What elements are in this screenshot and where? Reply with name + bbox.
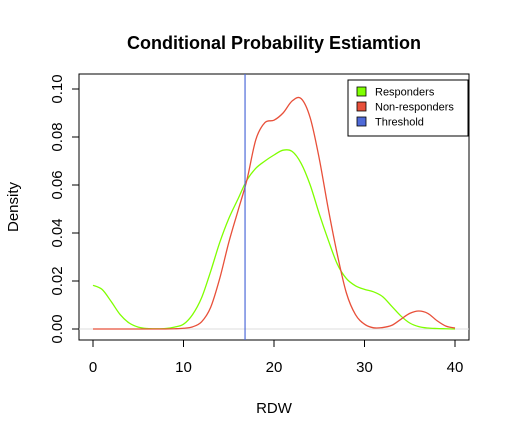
- x-tick-label: 0: [89, 359, 97, 376]
- y-tick-label: 0.10: [49, 74, 66, 103]
- chart-title: Conditional Probability Estiamtion: [127, 33, 421, 53]
- y-tick-label: 0.00: [49, 314, 66, 343]
- legend-label-threshold: Threshold: [375, 117, 424, 129]
- x-tick-label: 40: [447, 359, 464, 376]
- legend-label-non-responders: Non-responders: [375, 102, 454, 114]
- legend-swatch-non-responders: [356, 101, 367, 112]
- x-tick-label: 30: [356, 359, 373, 376]
- legend-swatch-threshold: [356, 116, 367, 127]
- responders-curve: [92, 149, 456, 330]
- non-responders-curve: [93, 96, 456, 330]
- legend-box: [347, 79, 469, 137]
- y-tick-label: 0.08: [49, 122, 66, 151]
- y-axis-label: Density: [5, 181, 22, 232]
- x-axis: 0 10 20 30 40: [89, 339, 464, 376]
- y-axis: 0.00 0.02 0.04 0.06 0.08 0.10: [49, 74, 80, 344]
- legend: Responders Non-responders Threshold: [347, 79, 469, 137]
- legend-label-responders: Responders: [375, 87, 435, 99]
- y-tick-label: 0.02: [49, 266, 66, 295]
- x-tick-label: 20: [266, 359, 283, 376]
- x-axis-label: RDW: [256, 400, 293, 417]
- series-layer: [79, 96, 469, 330]
- legend-swatch-responders: [356, 86, 367, 97]
- x-tick-label: 10: [175, 359, 192, 376]
- y-tick-label: 0.04: [49, 218, 66, 247]
- y-tick-label: 0.06: [49, 170, 66, 199]
